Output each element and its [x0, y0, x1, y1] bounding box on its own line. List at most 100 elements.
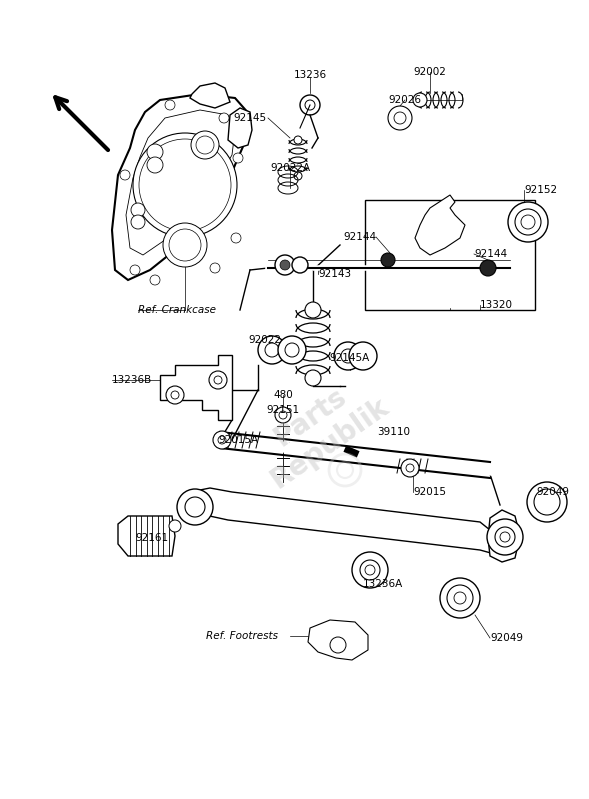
Circle shape — [214, 376, 222, 384]
Polygon shape — [415, 195, 465, 255]
Text: Ref. Crankcase: Ref. Crankcase — [138, 305, 216, 315]
Circle shape — [265, 343, 279, 357]
Text: 92152: 92152 — [524, 185, 557, 195]
Circle shape — [185, 497, 205, 517]
Circle shape — [285, 343, 299, 357]
Circle shape — [275, 407, 291, 423]
Text: 39110: 39110 — [377, 427, 410, 437]
Circle shape — [365, 565, 375, 575]
Circle shape — [169, 520, 181, 532]
Circle shape — [278, 336, 306, 364]
Circle shape — [534, 489, 560, 515]
Text: 92049: 92049 — [536, 487, 569, 497]
Circle shape — [330, 637, 346, 653]
Circle shape — [447, 585, 473, 611]
Circle shape — [218, 436, 226, 444]
Text: 92026: 92026 — [389, 95, 422, 105]
Text: 480: 480 — [273, 390, 293, 400]
Circle shape — [131, 203, 145, 217]
Circle shape — [381, 253, 395, 267]
Circle shape — [130, 265, 140, 275]
Text: 92022: 92022 — [249, 335, 282, 345]
Circle shape — [487, 519, 523, 555]
Text: 13236B: 13236B — [112, 375, 152, 385]
Text: 13236A: 13236A — [363, 579, 403, 589]
Text: 92015A: 92015A — [218, 435, 258, 445]
Polygon shape — [188, 488, 500, 555]
Circle shape — [166, 386, 184, 404]
Circle shape — [163, 223, 207, 267]
Circle shape — [495, 527, 515, 547]
Circle shape — [150, 275, 160, 285]
Circle shape — [210, 263, 220, 273]
Text: 92015: 92015 — [413, 487, 446, 497]
Circle shape — [500, 532, 510, 542]
Text: 92151: 92151 — [266, 405, 300, 415]
Text: 92143: 92143 — [318, 269, 351, 279]
Polygon shape — [112, 94, 250, 280]
Circle shape — [388, 106, 412, 130]
Polygon shape — [488, 510, 520, 562]
Polygon shape — [126, 110, 235, 255]
Circle shape — [131, 215, 145, 229]
Circle shape — [169, 229, 201, 261]
Circle shape — [213, 431, 231, 449]
Circle shape — [360, 560, 380, 580]
Text: Ref. Footrests: Ref. Footrests — [206, 631, 278, 641]
Circle shape — [191, 131, 219, 159]
Circle shape — [120, 170, 130, 180]
Polygon shape — [190, 83, 230, 108]
Text: 92022A: 92022A — [270, 163, 310, 173]
Text: 92144: 92144 — [474, 249, 507, 259]
Bar — [365, 200, 535, 310]
Circle shape — [349, 342, 377, 370]
Circle shape — [258, 336, 286, 364]
Circle shape — [165, 100, 175, 110]
Circle shape — [196, 136, 214, 154]
Circle shape — [454, 592, 466, 604]
Circle shape — [147, 157, 163, 173]
Circle shape — [394, 112, 406, 124]
Text: 92145A: 92145A — [330, 353, 370, 363]
Text: 92002: 92002 — [413, 67, 446, 77]
Circle shape — [480, 260, 496, 276]
Circle shape — [305, 370, 321, 386]
Circle shape — [275, 255, 295, 275]
Text: Parts
Republik: Parts Republik — [246, 366, 393, 494]
Circle shape — [401, 459, 419, 477]
Circle shape — [139, 139, 231, 231]
Circle shape — [171, 391, 179, 399]
Circle shape — [280, 260, 290, 270]
Polygon shape — [228, 108, 252, 148]
Text: 13320: 13320 — [480, 300, 513, 310]
Circle shape — [300, 95, 320, 115]
Text: 92145: 92145 — [234, 113, 267, 123]
Circle shape — [231, 233, 241, 243]
Circle shape — [294, 136, 302, 144]
Circle shape — [521, 215, 535, 229]
Circle shape — [219, 113, 229, 123]
Text: 92049: 92049 — [490, 633, 523, 643]
Circle shape — [334, 342, 362, 370]
Circle shape — [413, 93, 427, 107]
Circle shape — [279, 411, 287, 419]
Circle shape — [294, 172, 302, 180]
Circle shape — [305, 100, 315, 110]
Circle shape — [133, 133, 237, 237]
Text: 92161: 92161 — [135, 533, 168, 543]
Circle shape — [527, 482, 567, 522]
Circle shape — [341, 349, 355, 363]
Text: 13236: 13236 — [293, 70, 326, 80]
Circle shape — [233, 153, 243, 163]
Circle shape — [440, 578, 480, 618]
Circle shape — [209, 371, 227, 389]
Polygon shape — [118, 516, 175, 556]
Polygon shape — [160, 355, 232, 420]
Circle shape — [147, 144, 163, 160]
Text: 92144: 92144 — [343, 232, 376, 242]
Polygon shape — [308, 620, 368, 660]
Circle shape — [508, 202, 548, 242]
Circle shape — [305, 302, 321, 318]
Circle shape — [406, 464, 414, 472]
Circle shape — [292, 257, 308, 273]
